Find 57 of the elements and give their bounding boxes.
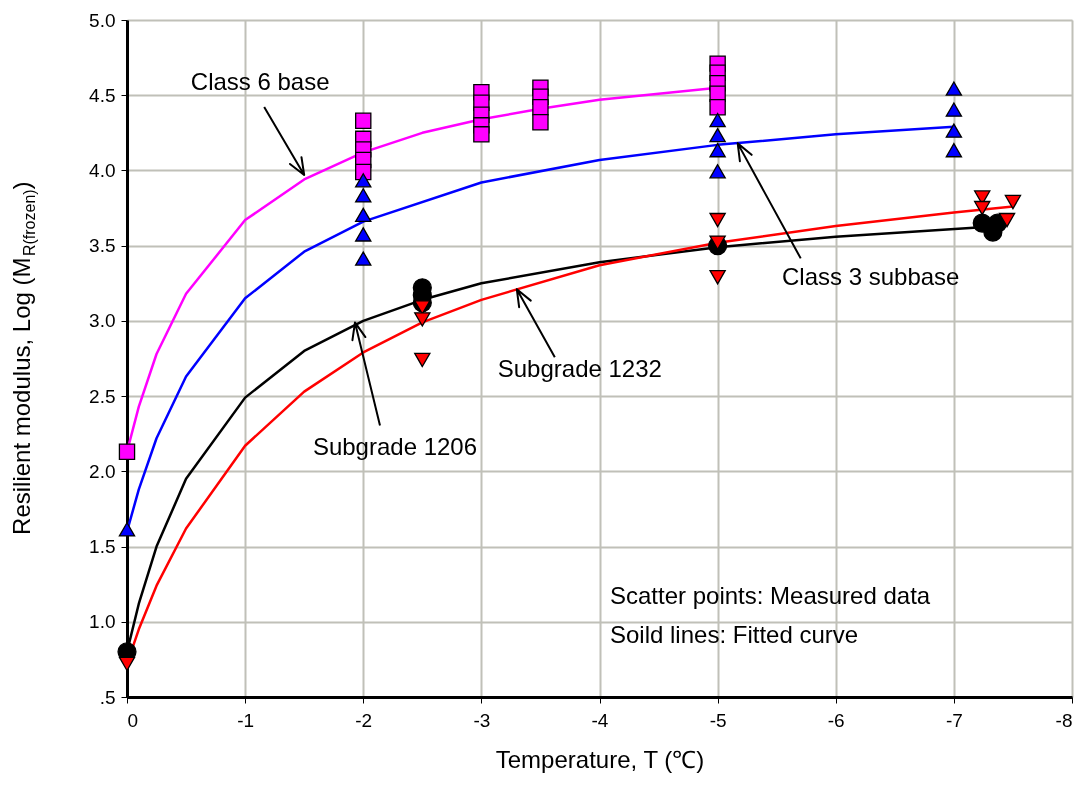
point [973, 200, 991, 216]
point [532, 99, 549, 116]
point [414, 300, 431, 315]
y-axis-title: Resilient modulus, Log (MR(frozen)) [8, 181, 38, 535]
annotation: Class 6 base [190, 67, 330, 95]
x-tick-label: -3 [473, 709, 491, 731]
point [355, 227, 372, 242]
point [945, 142, 963, 158]
point [355, 207, 372, 223]
point [414, 312, 431, 327]
annotation: Subgrade 1206 [312, 433, 478, 461]
point [355, 188, 372, 203]
point [1004, 194, 1022, 210]
y-tick-label: 4.0 [89, 159, 116, 181]
x-axis-title: Temperature, T (℃) [495, 745, 705, 773]
annotation: Soild lines: Fitted curve [610, 621, 859, 648]
annotation: Scatter points: Measured data [610, 582, 931, 609]
point [709, 99, 726, 116]
point [355, 112, 372, 130]
x-tick-label: -1 [237, 709, 255, 731]
point [945, 102, 963, 117]
y-tick-label: 2.0 [89, 460, 116, 482]
point [118, 443, 136, 461]
x-tick-label: -8 [1055, 709, 1073, 731]
annotation: Subgrade 1232 [497, 355, 662, 383]
point [945, 81, 963, 96]
y-tick-label: 3.5 [89, 235, 116, 257]
point [709, 164, 726, 179]
point [945, 123, 963, 138]
x-tick-label: -2 [355, 709, 373, 731]
point [355, 173, 372, 188]
y-tick-label: 3.0 [89, 310, 116, 332]
point [355, 251, 372, 266]
x-tick-label: -5 [709, 709, 727, 731]
y-tick-label: 5.0 [89, 9, 116, 31]
x-tick-label: -7 [945, 709, 963, 731]
point [709, 142, 726, 158]
point [998, 212, 1016, 228]
point [709, 212, 726, 228]
point [118, 522, 136, 537]
x-tick-label: 0 [127, 709, 139, 731]
point [118, 656, 136, 672]
y-tick-label: 4.5 [89, 84, 116, 106]
point [473, 126, 490, 143]
point [532, 114, 549, 131]
point [709, 270, 726, 285]
x-tick-label: -4 [591, 709, 609, 731]
y-tick-label: .5 [99, 686, 116, 708]
x-tick-label: -6 [827, 709, 845, 731]
y-tick-label: 1.0 [89, 611, 116, 633]
annotation: Class 3 subbase [781, 263, 960, 291]
y-tick-label: 2.5 [89, 385, 116, 407]
y-tick-label: 1.5 [89, 536, 116, 558]
point [709, 235, 726, 250]
point [414, 352, 431, 368]
point [709, 127, 726, 143]
point [709, 112, 726, 128]
